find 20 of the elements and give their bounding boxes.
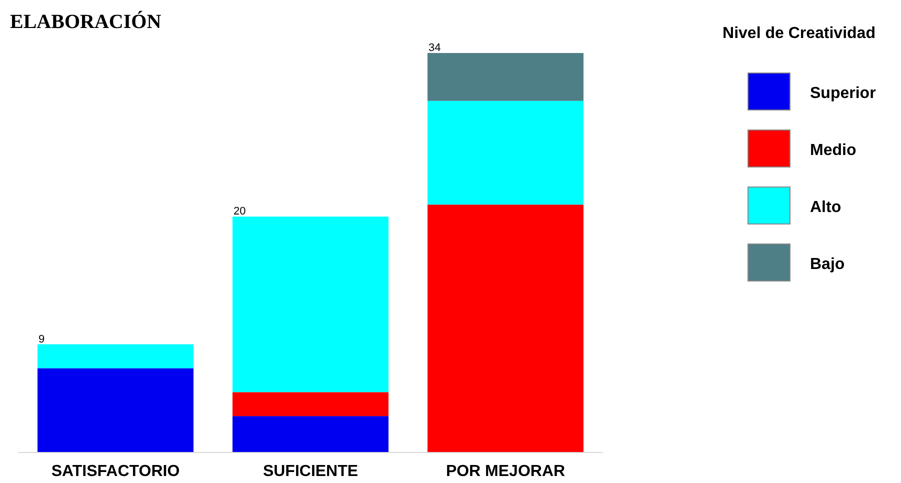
legend-label: Bajo (810, 256, 845, 273)
x-tick-label: POR MEJORAR (446, 463, 566, 480)
x-tick-label: SUFICIENTE (262, 463, 358, 480)
bar (38, 368, 194, 452)
legend-title: Nivel de Creatividad (722, 25, 876, 42)
annotation: 9 (38, 333, 45, 346)
bar (232, 392, 388, 416)
bar (428, 53, 584, 101)
legend-label: Medio (810, 142, 856, 159)
bar (38, 344, 194, 368)
chart-title: ELABORACIÓN (10, 10, 162, 33)
x-tick-label: SATISFACTORIO (51, 463, 180, 480)
bar (428, 204, 584, 452)
legend-label: Alto (810, 199, 842, 216)
annotation: 34 (428, 42, 441, 54)
bar (428, 100, 584, 205)
legend-label: Superior (810, 85, 876, 102)
bar (232, 416, 388, 452)
annotation: 20 (234, 206, 246, 218)
bar (232, 216, 388, 392)
